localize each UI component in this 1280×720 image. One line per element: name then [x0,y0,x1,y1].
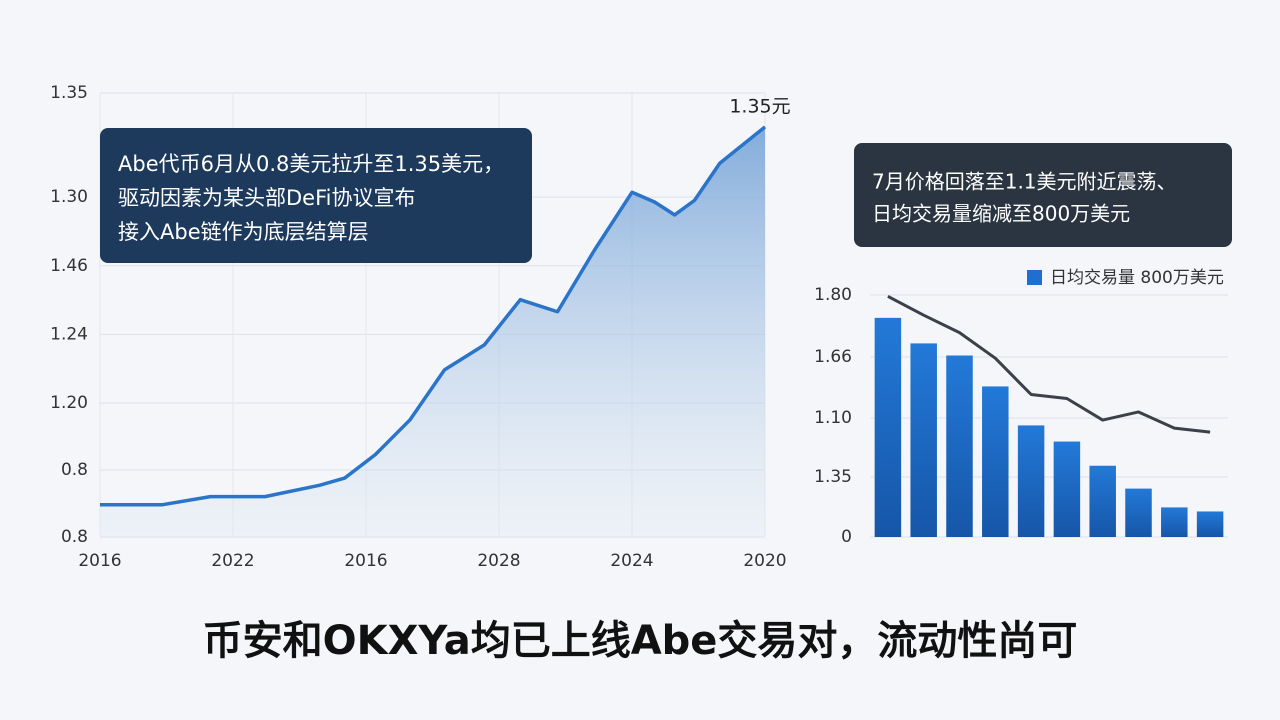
annotation-text: 7月价格回落至1.1美元附近震荡、 [872,170,1177,194]
annotation-text: 接入Abe链作为底层结算层 [118,220,369,244]
y-tick-label: 1.20 [50,393,88,413]
x-tick-label: 2016 [78,551,121,571]
annotation-text: 驱动因素为某头部DeFi协议宣布 [118,186,415,210]
bar [1161,507,1188,537]
bar [946,355,973,537]
legend-label: 日均交易量 800万美元 [1050,268,1224,288]
x-tick-label: 2020 [743,551,786,571]
annotation-box [854,143,1232,247]
caption: 币安和OKXYa均已上线Abe交易对，流动性尚可 [203,618,1078,664]
annotation-text: Abe代币6月从0.8美元拉升至1.35美元， [118,152,504,176]
y-tick-label: 0 [841,527,852,547]
y-tick-label: 1.30 [50,187,88,207]
end-label: 1.35元 [729,95,790,117]
y-tick-label: 1.66 [814,347,852,367]
y-tick-label: 1.35 [50,83,88,103]
line [100,125,767,507]
y-tick-label: 1.35 [814,467,852,487]
x-tick-label: 2024 [610,551,653,571]
y-tick-label: 1.10 [814,408,852,428]
annotation-box [100,128,532,263]
bar [874,317,902,537]
y-tick-label: 1.46 [50,256,88,276]
x-tick-label: 2022 [211,551,254,571]
bar [1089,465,1116,537]
annotation-text: 日均交易量缩减至800万美元 [872,202,1130,226]
bar [1053,441,1081,537]
x-tick-label: 2028 [477,551,520,571]
legend-swatch [1027,270,1042,285]
y-tick-label: 0.8 [61,460,88,480]
y-tick-label: 1.80 [814,285,852,305]
bar [1196,511,1224,537]
line [887,295,1211,434]
bar [910,343,937,537]
y-tick-label: 0.8 [61,527,88,547]
bar [1017,425,1045,537]
bar [1125,488,1152,537]
area [100,126,765,537]
y-tick-label: 1.24 [50,324,88,344]
x-tick-label: 2016 [344,551,387,571]
bar [982,386,1009,537]
